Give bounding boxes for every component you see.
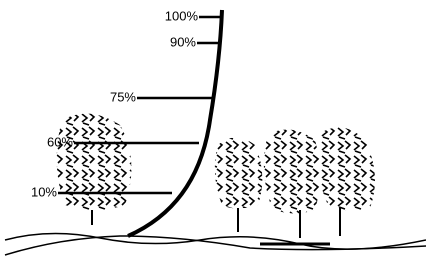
tree-crown [264,130,320,214]
level-label: 10% [31,184,57,199]
level-label: 100% [165,8,199,23]
wind-profile-diagram: 100% 90% 75% 60% 10% [0,0,426,265]
tree-crown [318,128,375,211]
ground-line [5,236,426,255]
level-label: 90% [170,34,196,49]
tree-crown [215,138,263,209]
tree-crown [57,114,132,210]
level-label: 75% [110,89,136,104]
level-label: 60% [47,134,73,149]
